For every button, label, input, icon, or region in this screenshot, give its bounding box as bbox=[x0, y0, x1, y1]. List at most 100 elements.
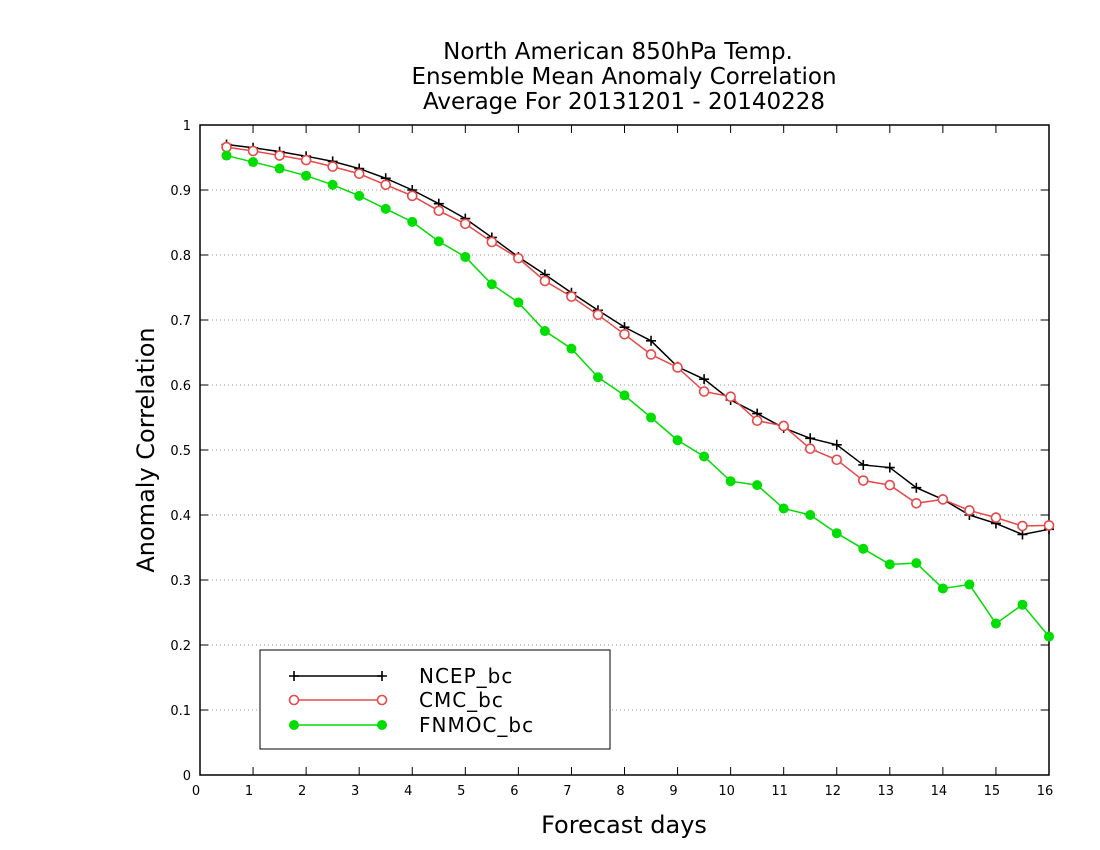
y-tick-label: 0.8 bbox=[170, 249, 191, 264]
data-point-fnmoc-bc bbox=[539, 326, 550, 337]
data-point-fnmoc-bc bbox=[911, 558, 922, 569]
data-point-cmc-bc bbox=[327, 161, 338, 172]
data-point-fnmoc-bc bbox=[805, 510, 816, 520]
data-point-cmc-bc bbox=[433, 205, 445, 217]
data-point-cmc-bc bbox=[672, 362, 683, 373]
axis-ticks: 00.10.20.30.40.50.60.70.80.910 1 2 3 4 5 6 7 8 9 1… bbox=[170, 119, 1053, 799]
x-tick-label: 3 bbox=[351, 784, 359, 799]
y-tick-label: 0.4 bbox=[170, 509, 191, 524]
data-point-cmc-bc bbox=[804, 443, 816, 455]
data-point-fnmoc-bc bbox=[433, 236, 444, 247]
x-tick-label: 10 bbox=[718, 784, 735, 799]
x-tick-label: 2 bbox=[298, 784, 306, 799]
x-tick-label: 9 bbox=[669, 784, 677, 799]
series-layer bbox=[221, 139, 1055, 642]
data-point-fnmoc-bc bbox=[646, 412, 657, 423]
series-line-ncep-bc bbox=[226, 143, 1050, 536]
y-axis-title: Anomaly Correlation bbox=[132, 327, 160, 572]
data-point-fnmoc-bc bbox=[566, 343, 577, 354]
x-axis-title: Forecast days bbox=[541, 811, 707, 839]
data-point-fnmoc-bc bbox=[486, 279, 497, 290]
x-tick-label: 16 bbox=[1037, 784, 1054, 799]
x-tick-label: 4 bbox=[404, 784, 412, 799]
data-point-ncep-bc bbox=[911, 482, 922, 493]
data-point-cmc-bc bbox=[460, 218, 471, 230]
data-point-cmc-bc bbox=[539, 275, 551, 287]
data-point-cmc-bc bbox=[725, 391, 736, 403]
data-point-cmc-bc bbox=[619, 328, 630, 340]
y-tick-label: 0.6 bbox=[170, 379, 191, 394]
x-tick-label: 0 bbox=[192, 784, 200, 799]
legend-item-ncep-bc: NCEP_bc bbox=[289, 664, 512, 688]
data-point-cmc-bc bbox=[380, 179, 392, 191]
legend-label-fnmoc-bc: FNMOC_bc bbox=[419, 713, 534, 737]
x-tick-label: 13 bbox=[878, 784, 895, 799]
data-point-cmc-bc bbox=[911, 497, 922, 509]
series-ncep-bc bbox=[221, 139, 1054, 540]
data-point-cmc-bc bbox=[990, 512, 1002, 523]
series-line-fnmoc-bc bbox=[226, 154, 1050, 638]
y-tick-label: 1 bbox=[183, 119, 191, 134]
data-point-fnmoc-bc bbox=[858, 543, 869, 554]
data-point-cmc-bc bbox=[1017, 520, 1028, 532]
data-point-cmc-bc bbox=[274, 150, 285, 161]
data-point-cmc-bc bbox=[645, 349, 657, 360]
x-tick-label: 1 bbox=[245, 784, 253, 799]
data-point-cmc-bc bbox=[406, 190, 418, 202]
gridlines bbox=[200, 189, 1049, 711]
data-point-cmc-bc bbox=[857, 475, 869, 486]
data-point-cmc-bc bbox=[221, 141, 232, 153]
legend-marker-fnmoc-bc bbox=[377, 720, 387, 730]
data-point-cmc-bc bbox=[831, 454, 843, 466]
data-point-fnmoc-bc bbox=[592, 372, 603, 383]
series-cmc-bc bbox=[221, 141, 1055, 532]
legend-marker-cmc-bc bbox=[376, 694, 388, 706]
x-tick-label: 14 bbox=[931, 784, 948, 799]
data-point-cmc-bc bbox=[300, 154, 312, 166]
chart-title: North American 850hPa Temp. Ensemble Mea… bbox=[411, 39, 836, 115]
data-point-ncep-bc bbox=[699, 374, 710, 385]
data-point-fnmoc-bc bbox=[990, 618, 1001, 629]
data-point-fnmoc-bc bbox=[752, 480, 763, 491]
legend-label-cmc-bc: CMC_bc bbox=[419, 688, 504, 712]
legend-marker-ncep-bc bbox=[289, 671, 299, 681]
legend-marker-fnmoc-bc bbox=[289, 720, 299, 730]
title-line-1: North American 850hPa Temp. bbox=[443, 39, 793, 65]
data-point-cmc-bc bbox=[751, 415, 763, 427]
data-point-fnmoc-bc bbox=[831, 528, 842, 539]
x-tick-label: 8 bbox=[616, 784, 624, 799]
x-tick-label: 15 bbox=[984, 784, 1001, 799]
data-point-cmc-bc bbox=[247, 145, 259, 157]
y-tick-label: 0.9 bbox=[170, 184, 191, 199]
data-point-fnmoc-bc bbox=[884, 559, 895, 570]
series-fnmoc-bc bbox=[221, 150, 1054, 642]
legend-item-cmc-bc: CMC_bc bbox=[288, 688, 504, 712]
data-point-fnmoc-bc bbox=[407, 216, 418, 227]
legend-item-fnmoc-bc: FNMOC_bc bbox=[289, 713, 534, 737]
y-tick-label: 0.1 bbox=[170, 704, 191, 719]
data-point-ncep-bc bbox=[831, 439, 842, 450]
y-tick-label: 0.3 bbox=[170, 574, 191, 589]
data-point-cmc-bc bbox=[937, 494, 949, 505]
data-point-ncep-bc bbox=[858, 459, 869, 470]
data-point-fnmoc-bc bbox=[327, 179, 338, 190]
data-point-fnmoc-bc bbox=[513, 297, 524, 308]
legend-marker-cmc-bc bbox=[288, 694, 300, 706]
data-point-cmc-bc bbox=[566, 291, 577, 302]
data-point-fnmoc-bc bbox=[1017, 599, 1028, 610]
data-point-cmc-bc bbox=[884, 479, 896, 491]
data-point-fnmoc-bc bbox=[964, 579, 975, 590]
title-line-3: Average For 20131201 - 20140228 bbox=[423, 89, 825, 115]
x-tick-label: 5 bbox=[457, 784, 465, 799]
data-point-fnmoc-bc bbox=[778, 503, 789, 514]
y-tick-label: 0.2 bbox=[170, 639, 191, 654]
series-line-cmc-bc bbox=[226, 146, 1050, 527]
data-point-cmc-bc bbox=[353, 168, 365, 180]
data-point-fnmoc-bc bbox=[699, 451, 710, 462]
data-point-fnmoc-bc bbox=[460, 251, 471, 262]
data-point-ncep-bc bbox=[646, 335, 657, 346]
y-tick-label: 0.5 bbox=[170, 444, 191, 459]
